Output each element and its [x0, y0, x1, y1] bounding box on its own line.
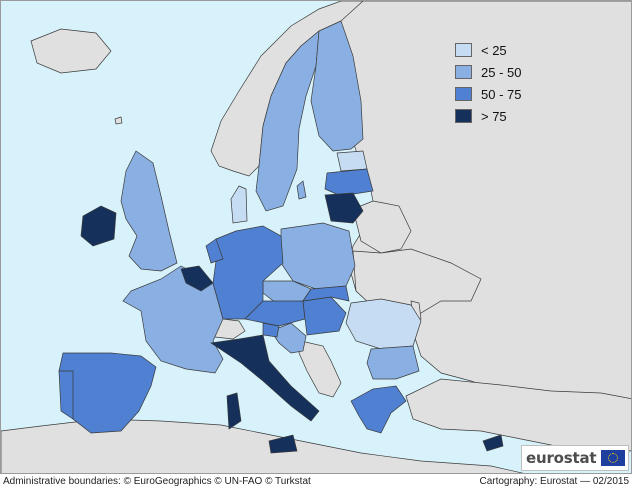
logo-text: eurostat	[526, 449, 597, 467]
cyprus	[482, 434, 504, 452]
ireland	[80, 205, 117, 247]
eu-member-states	[58, 20, 504, 454]
legend-item-lt25: < 25	[455, 39, 521, 61]
footer-boundaries-credit: Administrative boundaries: © EuroGeograp…	[3, 475, 311, 487]
sicily	[268, 434, 298, 454]
italy	[210, 334, 320, 422]
lithuania	[324, 192, 364, 224]
map: < 25 25 - 50 50 - 75 > 75 eurostat	[0, 0, 632, 474]
legend-label: < 25	[481, 42, 507, 58]
germany	[212, 225, 284, 320]
legend-label: > 75	[481, 108, 507, 124]
estonia	[336, 150, 368, 172]
sardinia	[226, 392, 242, 430]
eu-flag-icon	[601, 450, 625, 466]
footer: Administrative boundaries: © EuroGeograp…	[3, 474, 629, 488]
sweden	[255, 30, 320, 212]
slovenia	[262, 322, 280, 338]
eurostat-logo: eurostat	[521, 445, 629, 471]
legend-label: 50 - 75	[481, 86, 522, 102]
iceland	[30, 28, 112, 74]
legend: < 25 25 - 50 50 - 75 > 75	[455, 39, 521, 127]
legend-swatch	[455, 65, 472, 79]
turkey	[405, 378, 631, 452]
slovakia	[302, 285, 350, 302]
legend-item-25-50: 25 - 50	[455, 61, 521, 83]
legend-swatch	[455, 43, 472, 57]
portugal	[58, 370, 74, 420]
faroe	[114, 116, 123, 125]
europe-choropleth-map	[1, 1, 631, 473]
footer-cartography-credit: Cartography: Eurostat — 02/2015	[479, 475, 629, 487]
legend-item-50-75: 50 - 75	[455, 83, 521, 105]
romania	[345, 298, 422, 350]
denmark	[230, 185, 248, 224]
latvia	[324, 168, 374, 197]
finland	[310, 20, 364, 152]
legend-swatch	[455, 109, 472, 123]
poland	[280, 222, 356, 290]
legend-item-gt75: > 75	[455, 105, 521, 127]
belgium	[180, 265, 214, 292]
sweden-gotland	[296, 180, 307, 200]
united-kingdom	[120, 150, 178, 272]
balkans-west	[298, 340, 342, 398]
bulgaria	[366, 345, 420, 380]
netherlands	[205, 238, 224, 264]
belarus	[352, 200, 412, 254]
legend-label: 25 - 50	[481, 64, 522, 80]
greece	[350, 385, 407, 434]
legend-swatch	[455, 87, 472, 101]
